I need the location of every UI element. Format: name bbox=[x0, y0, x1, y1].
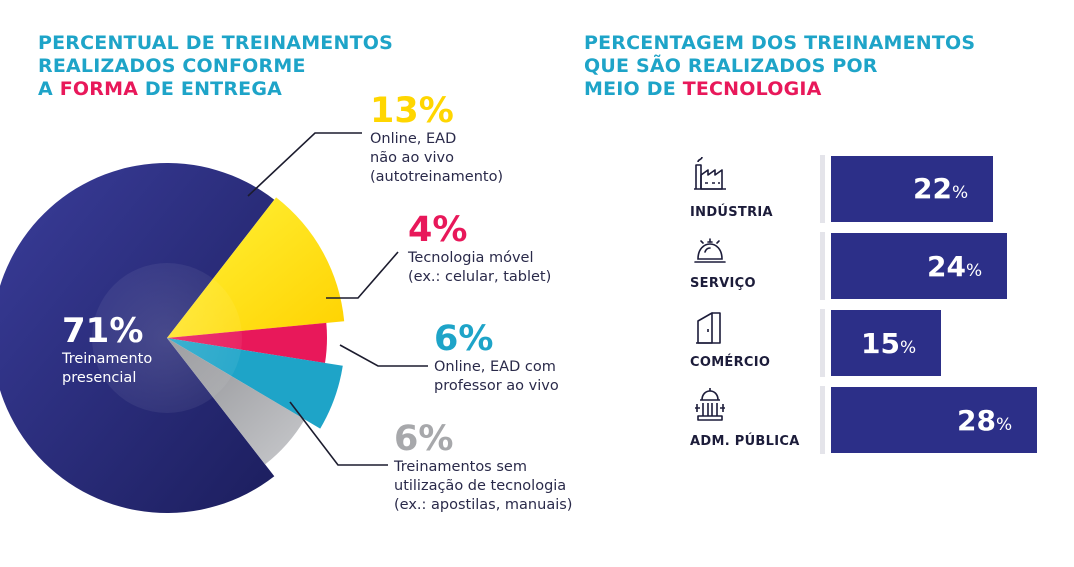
bar-value-label: 22% bbox=[913, 174, 968, 208]
slice-description-line: professor ao vivo bbox=[434, 378, 559, 394]
bar-category-label: ADM. PÚBLICA bbox=[690, 434, 800, 449]
leader-line-sem bbox=[289, 401, 388, 466]
bar-value-unit: % bbox=[995, 415, 1013, 435]
bar bbox=[831, 387, 1037, 453]
pie-slice-movel bbox=[167, 322, 327, 363]
bar-category-label: COMÉRCIO bbox=[690, 355, 771, 370]
slice-description-line: (ex.: celular, tablet) bbox=[408, 269, 552, 285]
shop-door-icon bbox=[696, 312, 721, 344]
bar-value: 22 bbox=[913, 172, 952, 205]
bar bbox=[831, 156, 993, 222]
slice-description: Online, EAD com professor ao vivo bbox=[434, 358, 559, 396]
title-line: A FORMA DE ENTREGA bbox=[38, 78, 393, 101]
title-text: DE ENTREGA bbox=[138, 78, 283, 100]
slice-percent: 6% bbox=[394, 419, 454, 459]
title-line: PERCENTAGEM DOS TREINAMENTOS bbox=[584, 32, 976, 54]
bar-value: 28 bbox=[957, 404, 996, 437]
pie-label-aovivo: 6% Online, EAD com professor ao vivo bbox=[434, 320, 559, 396]
pie-label-sem: 6% Treinamentos sem utilização de tecnol… bbox=[394, 420, 572, 515]
bar-divider bbox=[820, 309, 825, 377]
bar-row-servico: SERVIÇO 24% bbox=[690, 232, 1050, 302]
pie-label-ead: 13% Online, EAD não ao vivo (autotreinam… bbox=[370, 92, 503, 187]
leader-line-ead bbox=[247, 132, 362, 197]
bar-value-label: 28% bbox=[957, 406, 1012, 440]
bar-value-unit: % bbox=[899, 338, 917, 358]
pie-label-movel: 4% Tecnologia móvel (ex.: celular, table… bbox=[408, 211, 551, 287]
slice-description-line: Online, EAD com bbox=[434, 359, 556, 375]
bar bbox=[831, 310, 941, 376]
title-line: MEIO DE TECNOLOGIA bbox=[584, 78, 975, 101]
bar-row-adm-publica: ADM. PÚBLICA 28% bbox=[690, 386, 1050, 456]
bar-category-label: INDÚSTRIA bbox=[690, 205, 773, 220]
pie-chart-title: PERCENTUAL DE TREINAMENTOS REALIZADOS CO… bbox=[38, 32, 393, 101]
bar-divider bbox=[820, 386, 825, 454]
slice-description: Online, EAD não ao vivo (autotreinamento… bbox=[370, 130, 503, 187]
bar-value: 24 bbox=[927, 250, 966, 283]
title-line: REALIZADOS CONFORME bbox=[38, 55, 306, 77]
slice-description-line: não ao vivo bbox=[370, 150, 454, 166]
slice-description-line: Treinamentos sem bbox=[394, 459, 527, 475]
slice-description-line: utilização de tecnologia bbox=[394, 478, 567, 494]
title-text: MEIO DE bbox=[584, 78, 683, 100]
bar-category-label: SERVIÇO bbox=[690, 276, 756, 291]
bar-value-label: 24% bbox=[927, 252, 982, 286]
slice-description-line: Online, EAD bbox=[370, 131, 457, 147]
bar-chart-title: PERCENTAGEM DOS TREINAMENTOS QUE SÃO REA… bbox=[584, 32, 975, 101]
slice-description: Treinamentos sem utilização de tecnologi… bbox=[394, 458, 572, 515]
bar-value: 15 bbox=[861, 327, 900, 360]
bar-value-label: 15% bbox=[861, 329, 916, 363]
slice-percent: 6% bbox=[434, 319, 494, 359]
bar-divider bbox=[820, 232, 825, 300]
slice-percent: 71% bbox=[62, 311, 144, 351]
slice-percent: 4% bbox=[408, 210, 468, 250]
title-line: QUE SÃO REALIZADOS POR bbox=[584, 55, 878, 77]
bar-value-unit: % bbox=[951, 183, 969, 203]
pie-inner-highlight bbox=[92, 263, 242, 413]
title-accent: TECNOLOGIA bbox=[682, 78, 822, 100]
slice-description: Tecnologia móvel (ex.: celular, tablet) bbox=[408, 249, 551, 287]
bar-row-industria: INDÚSTRIA 22% bbox=[690, 155, 1050, 225]
title-line: PERCENTUAL DE TREINAMENTOS bbox=[38, 32, 393, 54]
service-bell-icon bbox=[694, 238, 726, 263]
government-building-icon bbox=[695, 388, 725, 421]
bar bbox=[831, 233, 1007, 299]
bar-divider bbox=[820, 155, 825, 223]
slice-description-line: (ex.: apostilas, manuais) bbox=[394, 497, 573, 513]
bar-row-comercio: COMÉRCIO 15% bbox=[690, 309, 1050, 379]
slice-description: Treinamento presencial bbox=[62, 350, 152, 388]
pie-label-presencial: 71% Treinamento presencial bbox=[62, 312, 152, 388]
leader-line-movel bbox=[326, 251, 399, 299]
slice-description-line: presencial bbox=[62, 370, 137, 386]
factory-icon bbox=[694, 156, 726, 190]
slice-description-line: (autotreinamento) bbox=[370, 169, 504, 185]
bar-value-unit: % bbox=[965, 261, 983, 281]
slice-percent: 13% bbox=[370, 91, 454, 131]
leader-line-aovivo bbox=[339, 344, 428, 367]
title-text: A bbox=[38, 78, 60, 100]
slice-description-line: Treinamento bbox=[62, 351, 153, 367]
slice-description-line: Tecnologia móvel bbox=[408, 250, 534, 266]
title-accent: FORMA bbox=[59, 78, 139, 100]
